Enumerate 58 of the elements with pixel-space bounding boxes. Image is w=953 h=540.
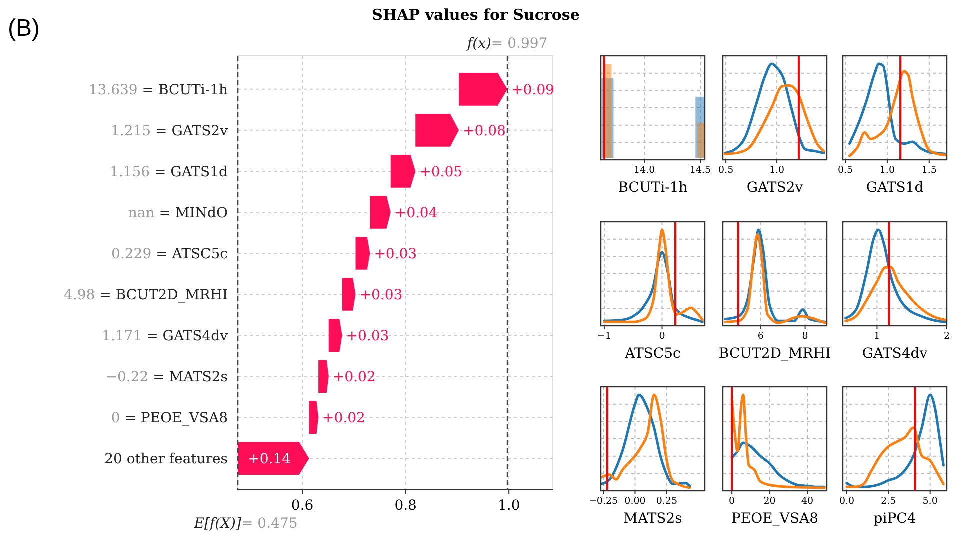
x-axis-title: BCUT2D_MRHI [718, 346, 832, 362]
x-axis-title: PEOE_VSA8 [731, 511, 819, 527]
y-tick-label: 1.215 = GATS2v [111, 123, 228, 140]
x-tick-label: 1.5 [922, 165, 937, 176]
x-tick-label: 0.00 [624, 496, 646, 507]
x-tick-label: 1.0 [498, 498, 520, 514]
y-tick-label: nan = MINdO [128, 205, 228, 222]
data-label: +0.03 [360, 288, 403, 304]
x-tick-label: 0.0 [839, 496, 855, 507]
y-tick-label: 1.171 = GATS4dv [102, 328, 228, 345]
x-axis-title: piPC4 [874, 511, 916, 527]
x-tick-label: 0 [729, 496, 736, 507]
x-tick-label: 0.8 [394, 498, 417, 514]
data-label: +0.03 [346, 328, 390, 345]
y-tick-label: 20 other features [104, 452, 228, 468]
x-tick-label: 20 [764, 496, 776, 507]
y-tick-label: 4.98 = BCUT2D_MRHI [64, 288, 228, 304]
x-tick-label: 0.5 [838, 165, 854, 176]
data-label: +0.08 [463, 123, 506, 140]
x-tick-label: 14.5 [690, 165, 712, 176]
data-label: +0.09 [512, 82, 554, 98]
x-axis-title: GATS4dv [862, 346, 928, 362]
ref-line-label: f(x)= 0.997 [466, 36, 548, 52]
x-tick-label: 0 [659, 331, 666, 342]
text: (B) [8, 15, 40, 42]
x-tick-label: 8 [802, 331, 808, 342]
x-tick-label: 1.0 [880, 165, 896, 176]
x-tick-label: 6 [758, 331, 764, 342]
x-axis-title: BCUTi-1h [618, 180, 688, 196]
x-axis-title: MATS2s [624, 511, 682, 527]
y-tick-label: 1.156 = GATS1d [110, 164, 228, 180]
x-tick-label: 0.25 [656, 496, 678, 507]
y-tick-label: −0.22 = MATS2s [106, 370, 228, 386]
data-label: +0.05 [420, 164, 463, 180]
y-tick-label: 0.229 = ATSC5c [112, 246, 228, 262]
chart-title: SHAP values for Sucrose [372, 6, 580, 24]
x-axis-title: ATSC5c [624, 346, 682, 362]
x-tick-label: 14.0 [634, 165, 656, 176]
x-tick-label: −0.25 [588, 496, 618, 507]
ref-line-label: E[f(X)]= 0.475 [193, 516, 298, 532]
y-tick-label: 13.639 = BCUTi-1h [88, 82, 228, 98]
data-label: +0.03 [374, 246, 418, 262]
x-axis-title: GATS1d [866, 180, 924, 196]
y-tick-label: 0 = PEOE_VSA8 [111, 410, 228, 427]
x-tick-label: 0.6 [291, 498, 314, 514]
x-tick-label: 1 [874, 331, 880, 342]
x-tick-label: −1 [597, 331, 612, 342]
x-tick-label: 1.0 [769, 165, 785, 176]
data-label: +0.14 [248, 452, 292, 468]
x-tick-label: 2 [944, 331, 950, 342]
data-label: +0.04 [394, 205, 438, 222]
x-tick-label: 40 [802, 496, 814, 507]
x-tick-label: 2.5 [881, 496, 896, 507]
data-label: +0.02 [322, 410, 366, 427]
data-label: +0.02 [332, 370, 376, 386]
x-axis-title: GATS2v [746, 180, 804, 196]
x-tick-label: 5.0 [922, 496, 938, 507]
x-tick-label: 0.5 [718, 165, 734, 176]
